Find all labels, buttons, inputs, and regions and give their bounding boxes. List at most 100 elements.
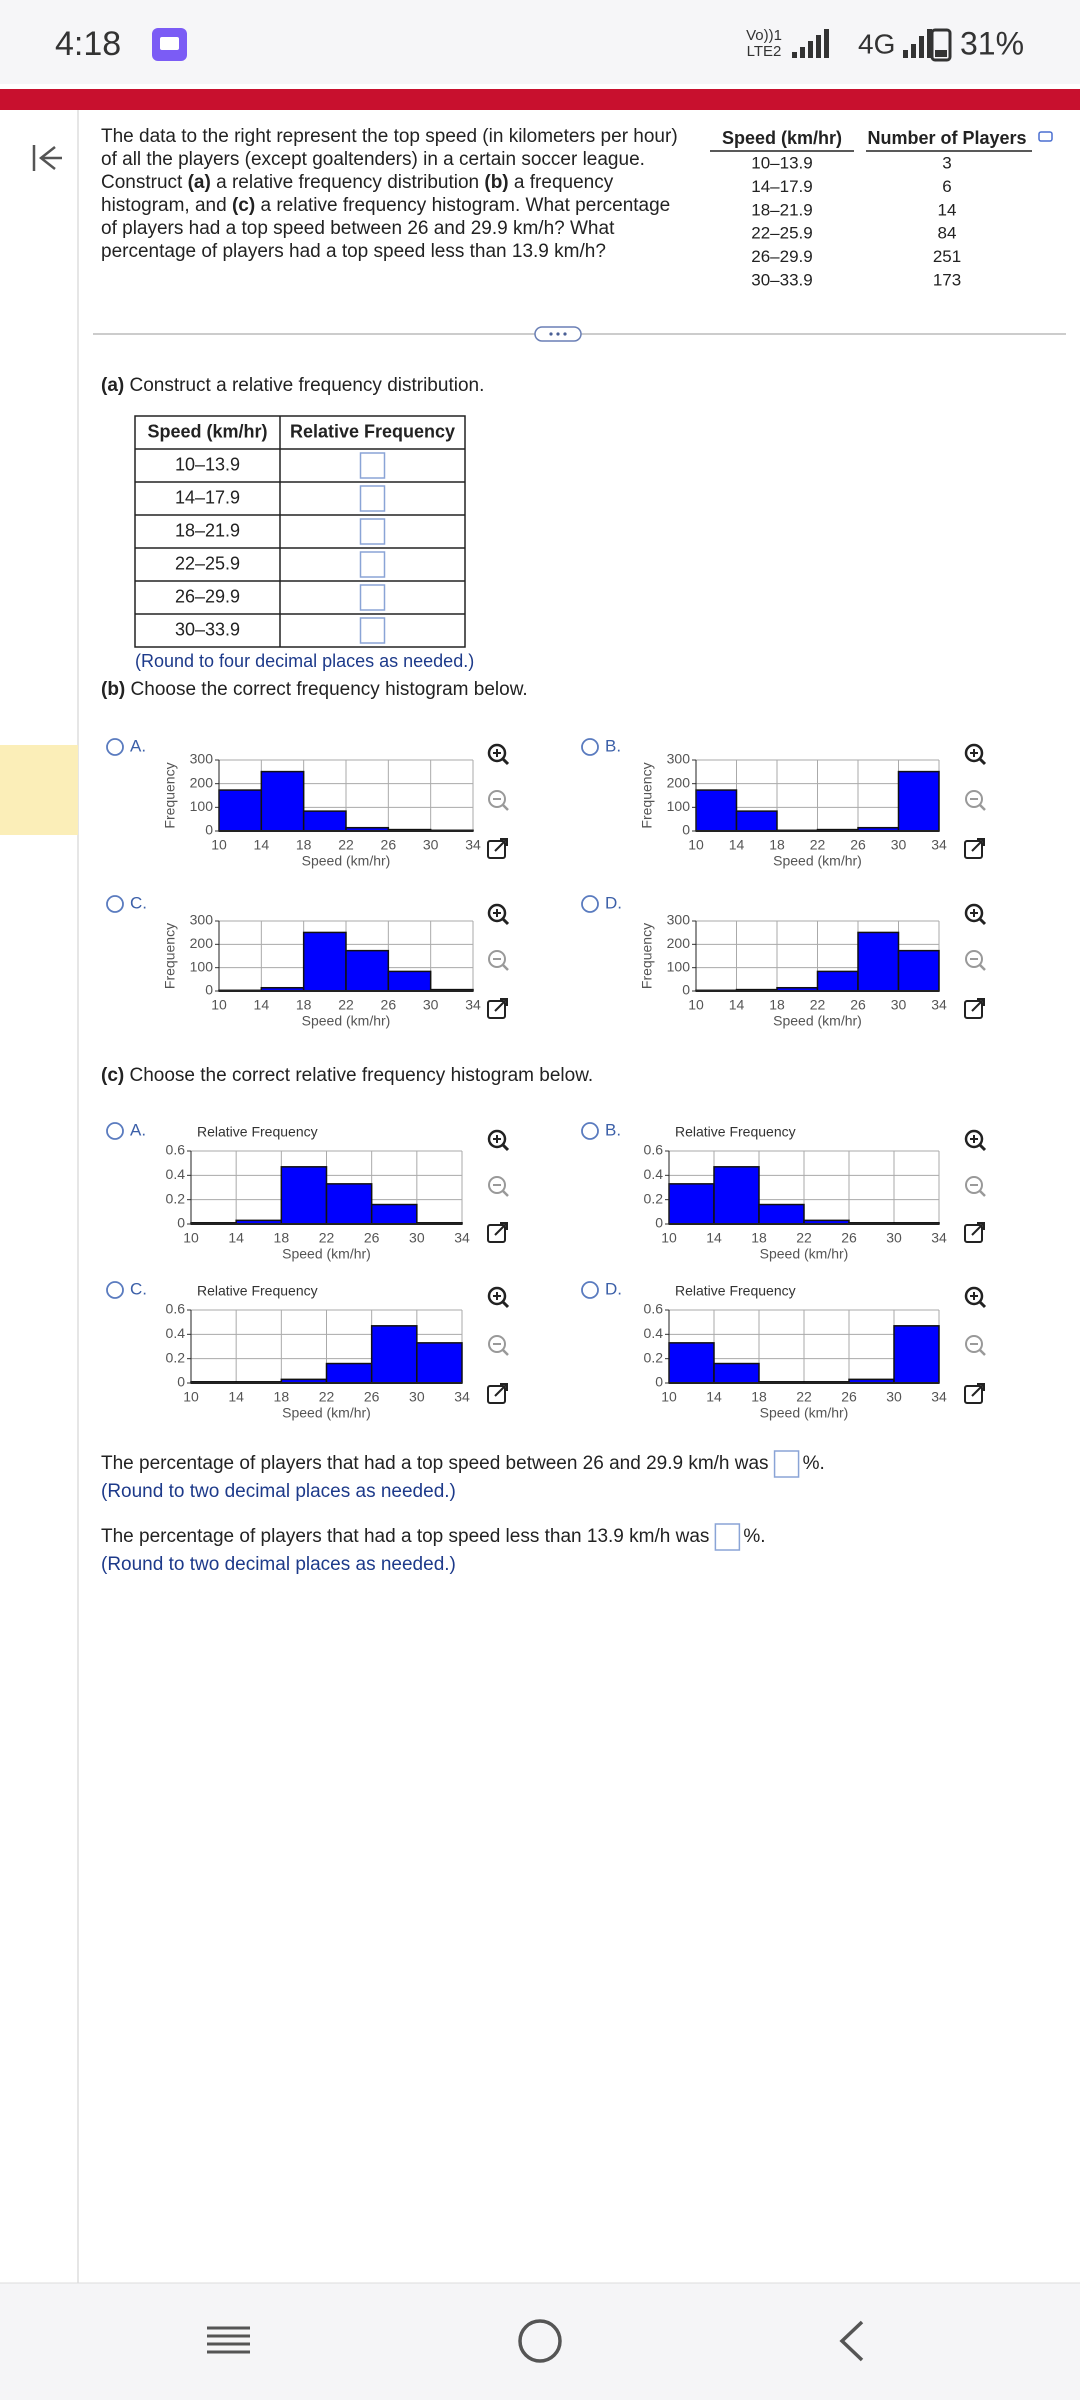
x-tick-label: 14 — [254, 837, 270, 853]
option-label: A. — [130, 736, 146, 755]
answer-input[interactable] — [773, 1450, 800, 1478]
zoom-in-button[interactable] — [964, 903, 987, 926]
radio-button[interactable] — [581, 1122, 599, 1140]
option[interactable]: D. — [581, 893, 622, 913]
x-tick-label: 10 — [688, 997, 704, 1013]
zoom-out-button[interactable] — [965, 1176, 986, 1197]
y-tick-label: 0 — [177, 1215, 185, 1231]
histogram-bar — [218, 789, 263, 832]
y-tick-label: 0 — [655, 1374, 663, 1390]
open-icon — [971, 838, 985, 852]
zoom-out-button[interactable] — [488, 1335, 509, 1356]
zoom-out-button[interactable] — [488, 790, 509, 811]
question-text: (c) — [231, 195, 256, 216]
x-tick-label: 22 — [810, 997, 826, 1013]
open-button[interactable] — [487, 1383, 508, 1404]
open-icon — [487, 1385, 506, 1404]
table-cell: 251 — [933, 247, 961, 266]
zoom-in-button[interactable] — [964, 1129, 987, 1152]
x-tick-label: 18 — [274, 1230, 290, 1246]
battery — [930, 28, 952, 62]
zoom-in-button[interactable] — [964, 1286, 987, 1309]
zoom-in-button[interactable] — [964, 743, 987, 766]
open-icon — [977, 838, 985, 846]
option[interactable]: B. — [581, 736, 621, 756]
radio-button[interactable] — [106, 1122, 124, 1140]
zoom-out-button[interactable] — [965, 1335, 986, 1356]
open-button[interactable] — [964, 1222, 985, 1243]
answer-text: The percentage of players that had a top… — [101, 1453, 769, 1474]
option[interactable]: C. — [106, 1279, 147, 1299]
back-button[interactable] — [32, 145, 62, 171]
table-popout[interactable] — [1038, 131, 1053, 142]
expand-button[interactable] — [534, 326, 582, 342]
zoom-icon — [488, 1176, 506, 1194]
open-button[interactable] — [487, 998, 508, 1019]
question-text: (a) — [187, 172, 211, 193]
answer-input[interactable] — [359, 551, 386, 578]
signal-bar — [911, 44, 916, 58]
radio-button[interactable] — [106, 1281, 124, 1299]
answer-input[interactable] — [359, 584, 386, 611]
x-tick-label: 26 — [364, 1230, 380, 1246]
x-axis-label: Speed (km/hr) — [282, 1405, 371, 1421]
histogram-bar — [370, 1203, 418, 1225]
histogram-bar — [416, 1342, 463, 1384]
open-button[interactable] — [964, 1383, 985, 1404]
zoom-icon — [502, 1190, 509, 1197]
freq-table-cell: 10–13.9 — [175, 454, 240, 474]
recent-apps-button[interactable] — [207, 2326, 250, 2354]
zoom-out-button[interactable] — [488, 1176, 509, 1197]
answer-input[interactable] — [359, 485, 386, 512]
option[interactable]: A. — [106, 736, 146, 756]
answer-input[interactable] — [359, 518, 386, 545]
x-tick-label: 10 — [661, 1389, 677, 1405]
zoom-in-button[interactable] — [487, 903, 510, 926]
radio-button[interactable] — [581, 1281, 599, 1299]
header-bar — [0, 89, 1080, 110]
zoom-icon — [488, 1335, 506, 1353]
histogram-bar — [893, 1325, 940, 1384]
radio-button[interactable] — [581, 738, 599, 756]
freq-table-header: Relative Frequency — [290, 421, 455, 441]
home-button[interactable] — [518, 2319, 562, 2363]
option[interactable]: B. — [581, 1120, 621, 1140]
zoom-out-button[interactable] — [965, 790, 986, 811]
option[interactable]: C. — [106, 893, 147, 913]
zoom-in-button[interactable] — [487, 743, 510, 766]
zoom-in-button[interactable] — [487, 1129, 510, 1152]
option[interactable]: A. — [106, 1120, 146, 1140]
radio-button[interactable] — [106, 738, 124, 756]
open-button[interactable] — [487, 1222, 508, 1243]
answer-input[interactable] — [359, 617, 386, 644]
open-icon — [964, 1224, 983, 1243]
zoom-icon — [502, 964, 509, 971]
table-cell: 30–33.9 — [751, 270, 812, 289]
x-tick-label: 22 — [338, 997, 354, 1013]
answer-input[interactable] — [359, 452, 386, 479]
open-button[interactable] — [964, 998, 985, 1019]
option-label: D. — [605, 893, 622, 912]
radio-button[interactable] — [106, 895, 124, 913]
zoom-in-button[interactable] — [487, 1286, 510, 1309]
y-tick-label: 0.6 — [166, 1301, 186, 1317]
open-button[interactable] — [964, 838, 985, 859]
radio-button[interactable] — [581, 895, 599, 913]
back-nav-button[interactable] — [839, 2320, 864, 2362]
x-tick-label: 22 — [338, 837, 354, 853]
option[interactable]: D. — [581, 1279, 622, 1299]
open-button[interactable] — [487, 838, 508, 859]
open-icon — [487, 1000, 506, 1019]
question-text: a relative frequency histogram. What per… — [101, 195, 671, 262]
y-tick-label: 0 — [682, 982, 690, 998]
zoom-icon — [964, 743, 984, 763]
zoom-out-button[interactable] — [965, 950, 986, 971]
table-cell: 26–29.9 — [751, 247, 812, 266]
answer-input[interactable] — [714, 1523, 741, 1551]
zoom-out-button[interactable] — [488, 950, 509, 971]
signal-bar — [816, 35, 821, 58]
y-tick-label: 0.2 — [166, 1190, 186, 1206]
y-tick-label: 0 — [655, 1215, 663, 1231]
histogram-bar — [897, 770, 940, 832]
